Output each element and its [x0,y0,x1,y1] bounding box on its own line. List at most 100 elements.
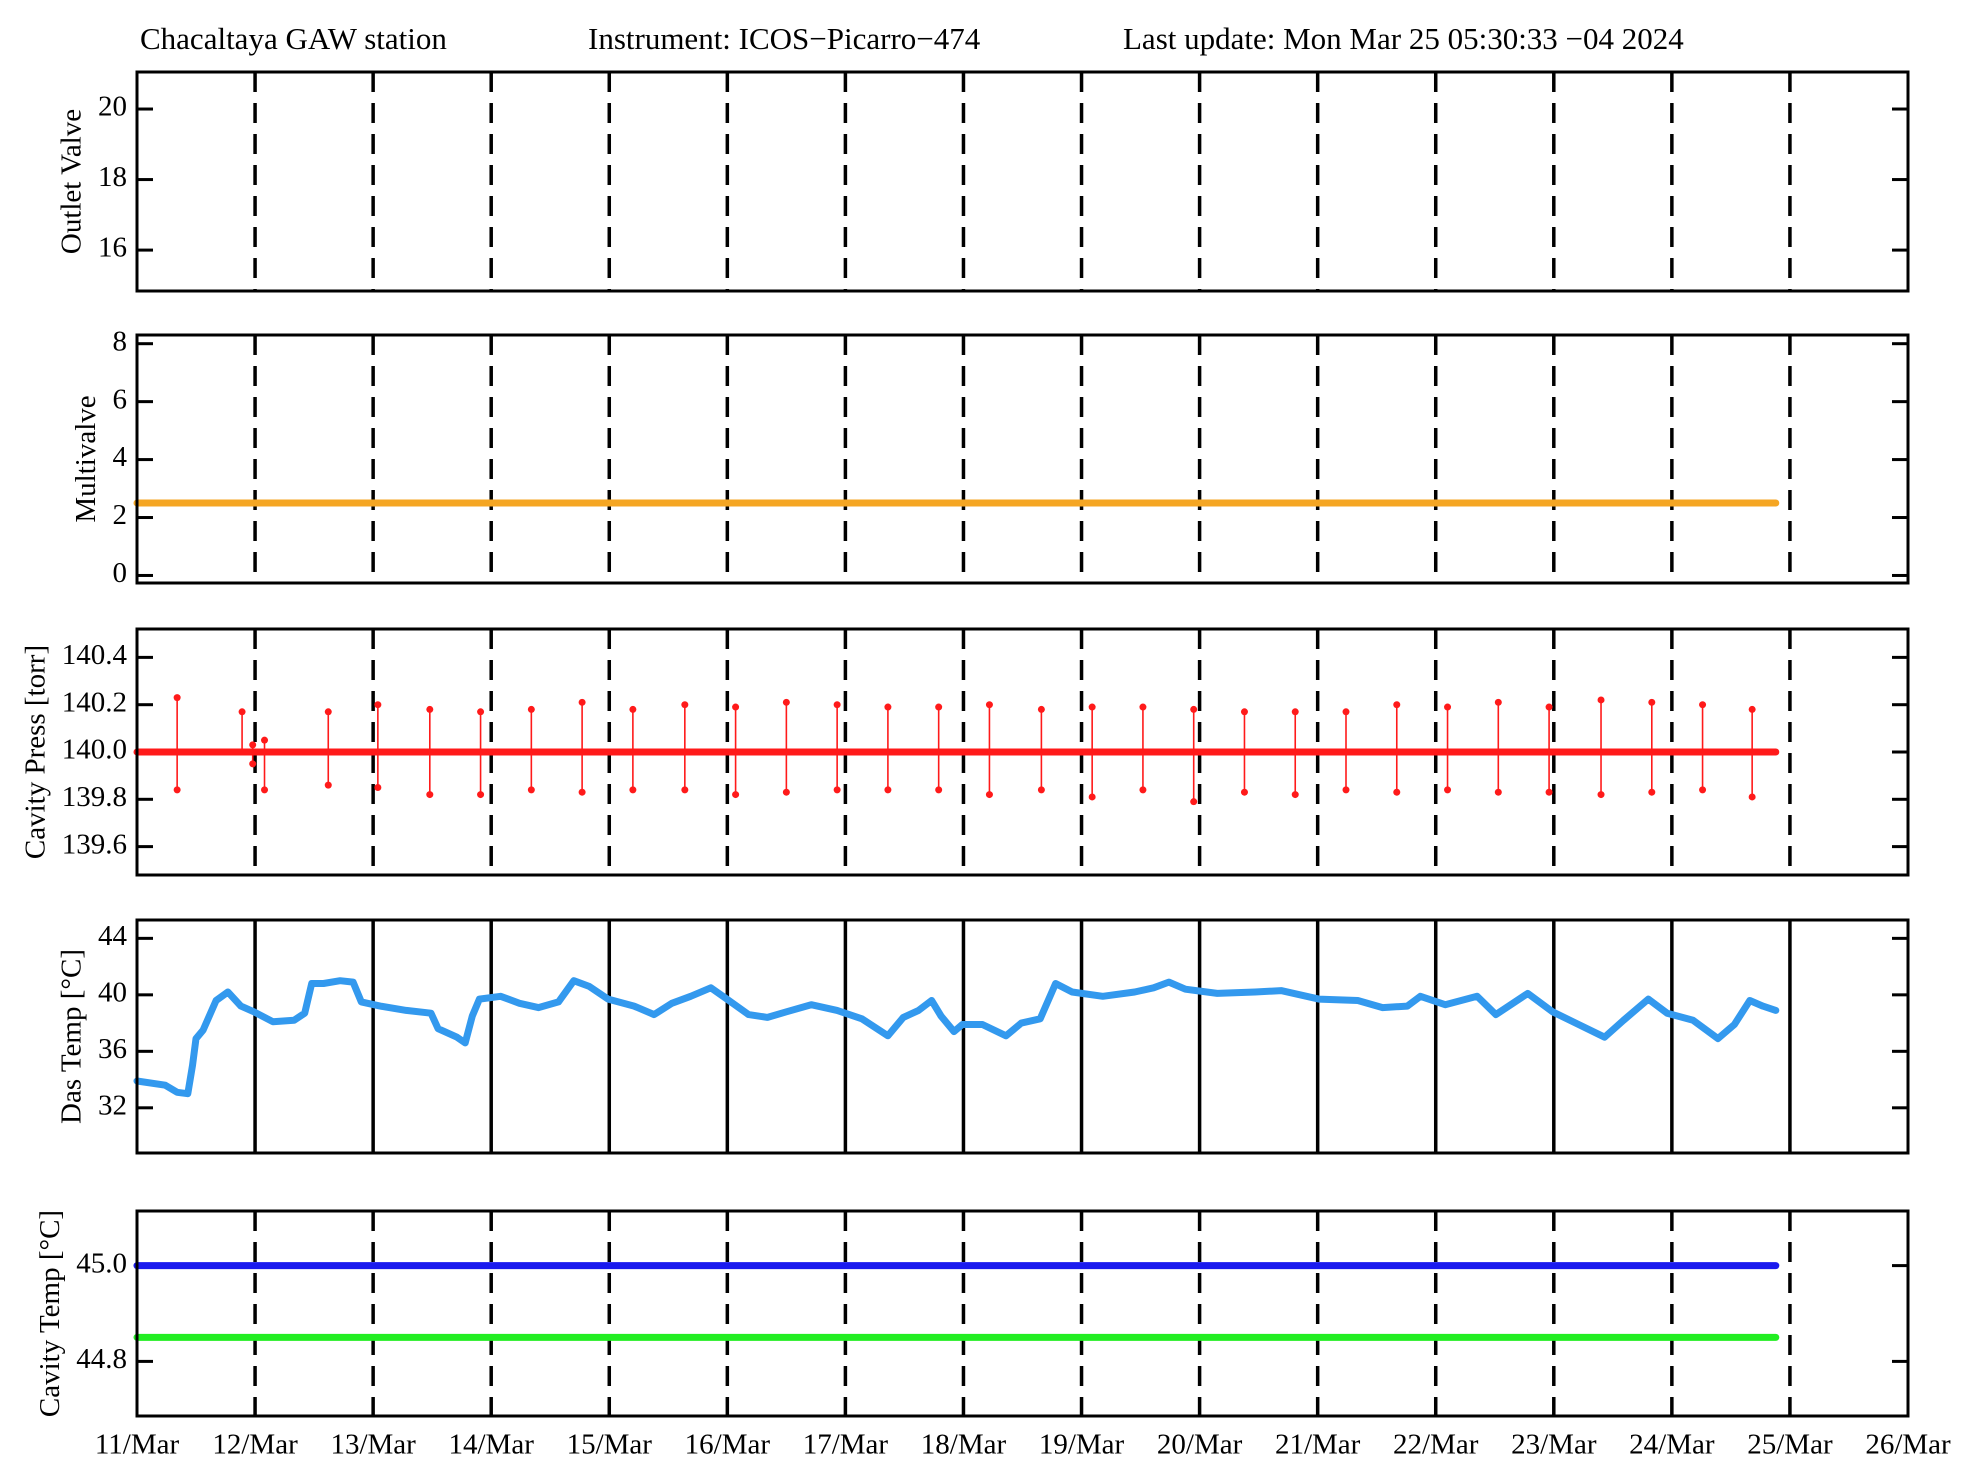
y-tick-label: 18 [98,161,127,193]
spike-low [527,786,535,794]
spike-high [578,698,586,706]
y-tick-label: 36 [98,1033,127,1065]
y-tick-label: 16 [98,232,127,264]
spike-low [1444,786,1452,794]
spike-high [1393,701,1401,709]
x-tick-label: 11/Mar [95,1429,180,1461]
y-axis-label: Outlet Valve [56,109,88,254]
x-tick-label: 23/Mar [1511,1429,1597,1461]
spike-low [782,788,790,796]
spike-low [1088,793,1096,801]
spike-low [1291,791,1299,799]
spike-high [1190,705,1198,713]
x-tick-label: 24/Mar [1629,1429,1715,1461]
spike-low [374,783,382,791]
spike-high [477,708,485,716]
plot-frame [135,627,1910,877]
spike-low [1699,786,1707,794]
plot-frame [135,1209,1910,1418]
x-tick-label: 20/Mar [1157,1429,1243,1461]
y-tick-label: 8 [113,325,128,357]
spike-low [1037,786,1045,794]
spike-high [935,703,943,711]
spike-high [985,701,993,709]
y-axis-label: Cavity Press [torr] [19,645,51,859]
x-tick-label: 12/Mar [212,1429,298,1461]
spike-high [629,705,637,713]
x-tick-label: 25/Mar [1747,1429,1833,1461]
spike-high [782,698,790,706]
spike-high [681,701,689,709]
spike-low [935,786,943,794]
y-tick-label: 2 [113,499,128,531]
y-tick-label: 6 [113,383,128,415]
spike-low [173,786,181,794]
y-axis-label: Cavity Temp [°C] [34,1210,66,1417]
spike-low [681,786,689,794]
spike-high [732,703,740,711]
y-tick-label: 40 [98,976,127,1008]
update-title: Last update: Mon Mar 25 05:30:33 −04 202… [1123,21,1684,56]
spike-high [884,703,892,711]
spike-low [732,791,740,799]
spike-low [1494,788,1502,796]
spike-low [426,791,434,799]
plot-frame [135,918,1910,1155]
spike-high [833,701,841,709]
spike-high [1139,703,1147,711]
spike-high [1088,703,1096,711]
spike-low [1748,793,1756,801]
y-axis-label: Multivalve [70,395,102,522]
spike-low [1393,788,1401,796]
x-tick-label: 21/Mar [1275,1429,1361,1461]
spike-high [1444,703,1452,711]
x-tick-label: 18/Mar [921,1429,1007,1461]
spike-low [1648,788,1656,796]
plot-frame [135,333,1910,585]
instrument-title: Instrument: ICOS−Picarro−474 [588,21,981,56]
plot-frame [135,70,1910,293]
spike-low [578,788,586,796]
spike-low [833,786,841,794]
spike-high [173,694,181,702]
spike-high [374,701,382,709]
spike-low [1545,788,1553,796]
spike-high [1342,708,1350,716]
spike-low [261,786,269,794]
spike-low [477,791,485,799]
y-tick-label: 139.6 [62,828,127,860]
x-tick-label: 19/Mar [1039,1429,1125,1461]
spike-high [324,708,332,716]
y-tick-label: 0 [113,557,128,589]
spike-high [426,705,434,713]
y-tick-label: 44.8 [76,1343,127,1375]
spike-high [1597,696,1605,704]
station-title: Chacaltaya GAW station [140,21,447,56]
spike-low [249,760,257,768]
y-tick-label: 140.2 [62,686,127,718]
spike-high [261,736,269,744]
x-tick-label: 13/Mar [330,1429,416,1461]
spike-high [1494,698,1502,706]
spike-high [249,741,257,749]
x-tick-label: 16/Mar [685,1429,771,1461]
spike-high [238,708,246,716]
spike-low [1139,786,1147,794]
y-tick-label: 4 [113,441,128,473]
y-tick-label: 140.4 [62,639,128,671]
spike-high [527,705,535,713]
spike-low [1240,788,1248,796]
spike-low [884,786,892,794]
x-tick-label: 17/Mar [803,1429,889,1461]
spike-high [1291,708,1299,716]
x-tick-label: 14/Mar [449,1429,535,1461]
spike-high [1748,705,1756,713]
y-axis-label: Das Temp [°C] [56,949,88,1124]
y-tick-label: 20 [98,91,127,123]
spike-low [985,791,993,799]
y-tick-label: 139.8 [62,781,127,813]
y-tick-label: 44 [98,920,128,952]
spike-low [1342,786,1350,794]
x-tick-label: 15/Mar [567,1429,653,1461]
spike-high [1037,705,1045,713]
